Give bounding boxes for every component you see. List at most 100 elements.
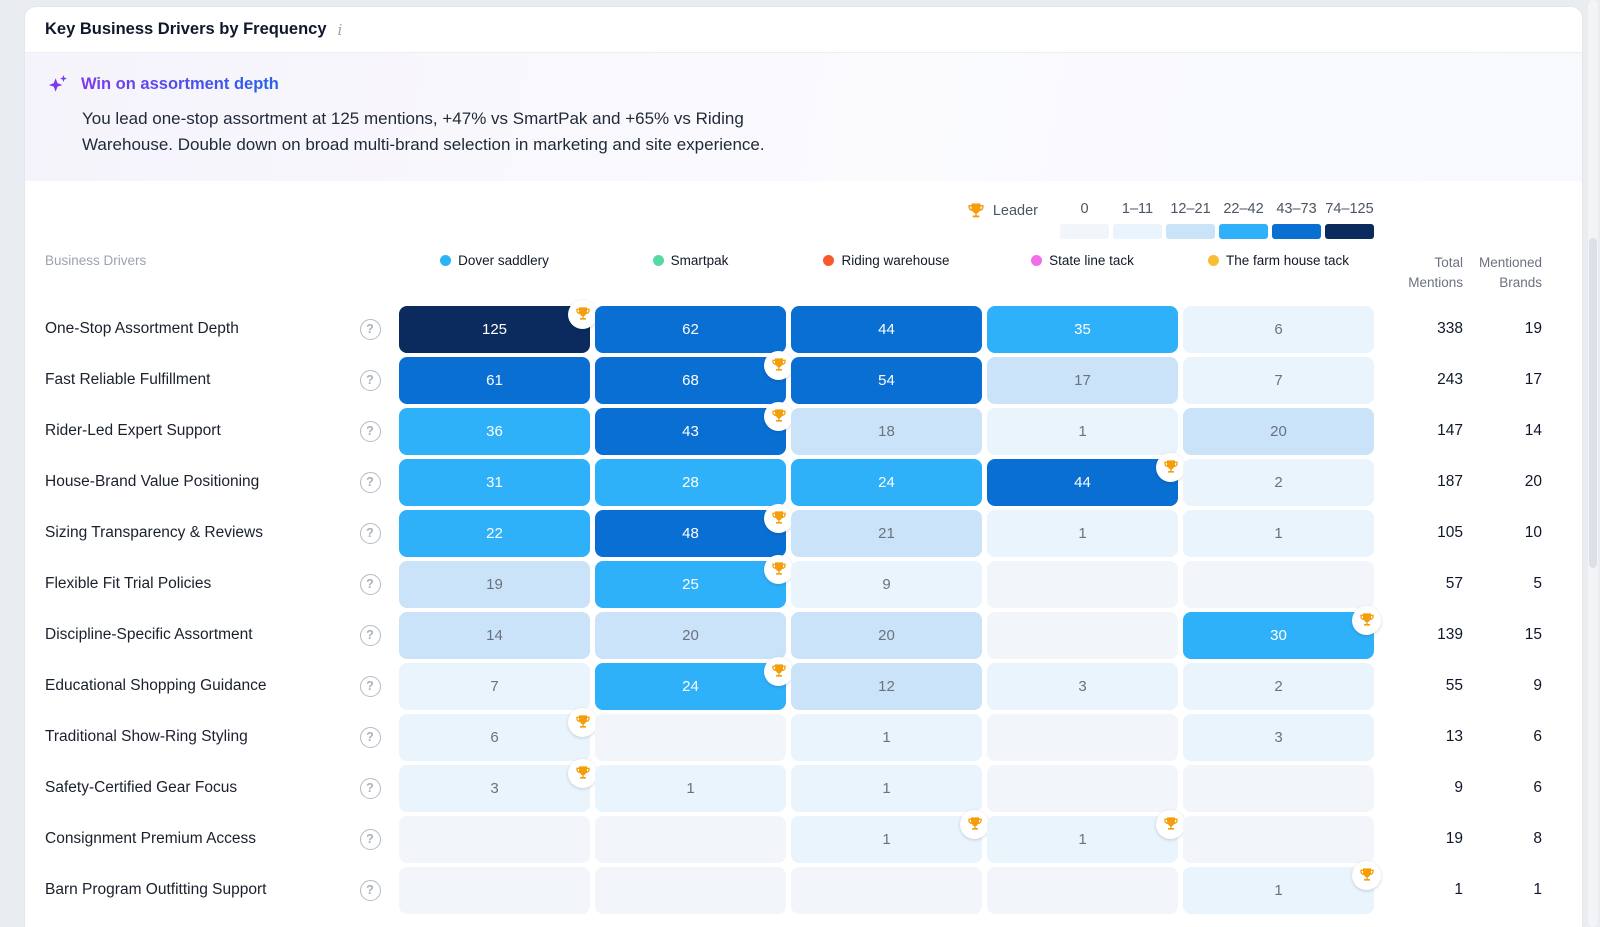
- cell-value: 24: [682, 677, 699, 695]
- cell-value: 125: [481, 320, 508, 338]
- heatmap-cell[interactable]: 19: [399, 560, 590, 608]
- heatmap-cell[interactable]: 12: [791, 662, 982, 710]
- help-icon[interactable]: ?: [359, 420, 381, 442]
- heatmap-cell[interactable]: 54: [791, 356, 982, 404]
- heatmap-cell[interactable]: 62: [595, 305, 786, 353]
- heatmap-cell[interactable]: 2: [1183, 458, 1374, 506]
- heatmap-cell[interactable]: 3: [987, 662, 1178, 710]
- heatmap-cell[interactable]: 48: [595, 503, 793, 557]
- heatmap-cell[interactable]: [987, 713, 1178, 761]
- heatmap-cell[interactable]: 20: [1183, 407, 1374, 455]
- heatmap-cell[interactable]: [595, 866, 786, 914]
- help-icon[interactable]: ?: [359, 369, 381, 391]
- mentioned-brands-value: 10: [1524, 524, 1542, 541]
- info-icon[interactable]: i: [337, 20, 343, 39]
- legend-bucket-swatch: [1166, 224, 1215, 239]
- table-body: One-Stop Assortment Depth? 125 62 44 35 6 338 1…: [45, 299, 1542, 916]
- heatmap-cell[interactable]: [595, 815, 786, 863]
- heatmap-cell[interactable]: 43: [595, 401, 793, 455]
- heatmap-cell[interactable]: 28: [595, 458, 786, 506]
- heatmap-cell[interactable]: 2: [1183, 662, 1374, 710]
- heatmap-cell[interactable]: 7: [399, 662, 590, 710]
- cell-value: 44: [878, 320, 895, 338]
- cell-value: 62: [682, 320, 699, 338]
- total-mentions-value: 57: [1445, 575, 1463, 592]
- heatmap-cell[interactable]: [399, 815, 590, 863]
- cell-value: 7: [490, 677, 499, 695]
- heatmap-cell[interactable]: 24: [791, 458, 982, 506]
- help-icon[interactable]: ?: [359, 726, 381, 748]
- trophy-icon: [568, 758, 597, 788]
- heatmap-cell[interactable]: 1: [791, 809, 989, 863]
- heatmap-cell[interactable]: 1: [1183, 509, 1374, 557]
- cell-value: 18: [878, 422, 895, 440]
- heatmap-cell[interactable]: [987, 866, 1178, 914]
- trophy-icon: [568, 707, 597, 737]
- heatmap-cell[interactable]: 1: [987, 407, 1178, 455]
- help-icon[interactable]: ?: [359, 828, 381, 850]
- heatmap-cell[interactable]: 1: [595, 764, 786, 812]
- help-icon[interactable]: ?: [359, 879, 381, 901]
- help-icon[interactable]: ?: [359, 675, 381, 697]
- heatmap-cell[interactable]: 22: [399, 509, 590, 557]
- heatmap-cell[interactable]: 1: [1183, 860, 1381, 914]
- scrollbar-track[interactable]: [1588, 0, 1598, 927]
- heatmap-cell[interactable]: 31: [399, 458, 590, 506]
- heatmap-cell[interactable]: [987, 560, 1178, 608]
- heatmap-cell[interactable]: 25: [595, 554, 793, 608]
- help-icon[interactable]: ?: [359, 573, 381, 595]
- heatmap-cell[interactable]: 36: [399, 407, 590, 455]
- trophy-icon: [764, 554, 793, 584]
- heatmap-cell[interactable]: 44: [987, 452, 1185, 506]
- cell-value: 1: [882, 830, 891, 848]
- heatmap-cell[interactable]: [1183, 764, 1374, 812]
- heatmap-cell[interactable]: [399, 866, 590, 914]
- help-icon[interactable]: ?: [359, 522, 381, 544]
- cell-value: 1: [1078, 422, 1087, 440]
- heatmap-cell[interactable]: 1: [791, 713, 982, 761]
- heatmap-cell[interactable]: [987, 611, 1178, 659]
- heatmap-cell[interactable]: 20: [791, 611, 982, 659]
- row-label: Flexible Fit Trial Policies: [45, 575, 212, 592]
- heatmap-cell[interactable]: 44: [791, 305, 982, 353]
- heatmap-cell[interactable]: 6: [1183, 305, 1374, 353]
- heatmap-cell[interactable]: 9: [791, 560, 982, 608]
- heatmap-cell[interactable]: 3: [399, 758, 597, 812]
- heatmap-cell[interactable]: 24: [595, 656, 793, 710]
- heatmap-cell[interactable]: 35: [987, 305, 1178, 353]
- heatmap-cell[interactable]: 20: [595, 611, 786, 659]
- heatmap-cell[interactable]: 7: [1183, 356, 1374, 404]
- heatmap-cell[interactable]: [791, 866, 982, 914]
- heatmap-cell[interactable]: [1183, 560, 1374, 608]
- mentioned-brands-value: 5: [1533, 575, 1542, 592]
- heatmap-cell[interactable]: 30: [1183, 605, 1381, 659]
- heatmap-cell[interactable]: 61: [399, 356, 590, 404]
- cell-value: 30: [1270, 626, 1287, 644]
- heatmap-cell[interactable]: [595, 713, 786, 761]
- heatmap-cell[interactable]: [1183, 815, 1374, 863]
- help-icon[interactable]: ?: [359, 318, 381, 340]
- heatmap-cell[interactable]: 14: [399, 611, 590, 659]
- scrollbar-thumb[interactable]: [1589, 238, 1597, 568]
- help-icon[interactable]: ?: [359, 471, 381, 493]
- mentioned-brands-value: 15: [1524, 626, 1542, 643]
- cell-value: 20: [1270, 422, 1287, 440]
- heatmap-cell[interactable]: 1: [987, 509, 1178, 557]
- heatmap-cell[interactable]: 6: [399, 707, 597, 761]
- cell-value: 54: [878, 371, 895, 389]
- heatmap-cell[interactable]: 3: [1183, 713, 1374, 761]
- legend-bucket: 43–73: [1272, 201, 1321, 239]
- heatmap-cell[interactable]: 1: [791, 764, 982, 812]
- brand-name: State line tack: [1049, 253, 1134, 268]
- help-icon[interactable]: ?: [359, 624, 381, 646]
- heatmap-cell[interactable]: 17: [987, 356, 1178, 404]
- heatmap-cell[interactable]: 125: [399, 299, 597, 353]
- heatmap-cell[interactable]: [987, 764, 1178, 812]
- heatmap-cell[interactable]: 21: [791, 509, 982, 557]
- heatmap-cell[interactable]: 1: [987, 809, 1185, 863]
- row-label: Barn Program Outfitting Support: [45, 881, 267, 898]
- help-icon[interactable]: ?: [359, 777, 381, 799]
- heatmap-cell[interactable]: 68: [595, 350, 793, 404]
- heatmap-cell[interactable]: 18: [791, 407, 982, 455]
- trophy-icon: [1156, 809, 1185, 839]
